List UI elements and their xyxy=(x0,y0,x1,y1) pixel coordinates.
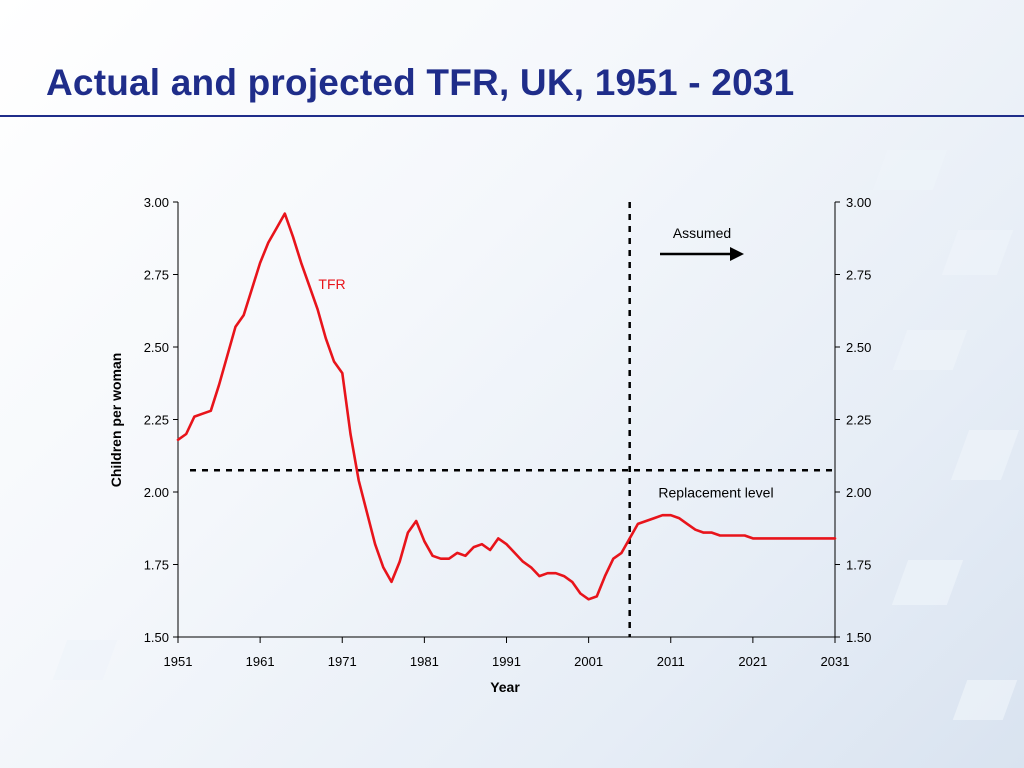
y-tick-label-right: 2.50 xyxy=(846,340,871,355)
assumed-arrow-head xyxy=(730,247,744,261)
chart-series xyxy=(176,212,837,601)
y-tick-label-left: 2.50 xyxy=(144,340,169,355)
tfr-series-line xyxy=(176,212,837,601)
y-tick-label-left: 2.75 xyxy=(144,268,169,283)
x-tick-label: 2021 xyxy=(738,654,767,669)
slide-title: Actual and projected TFR, UK, 1951 - 203… xyxy=(46,62,795,103)
x-tick-label: 1961 xyxy=(246,654,275,669)
x-tick-label: 2011 xyxy=(657,654,685,669)
title-rule xyxy=(0,115,1024,117)
y-tick-label-right: 2.75 xyxy=(846,268,871,283)
y-tick-label-left: 1.75 xyxy=(144,558,169,573)
x-tick-label: 1981 xyxy=(410,654,439,669)
x-tick-label: 2001 xyxy=(574,654,603,669)
y-tick-label-right: 3.00 xyxy=(846,195,871,210)
y-axis-label: Children per woman xyxy=(108,353,124,488)
y-tick-label-right: 1.50 xyxy=(846,630,871,645)
x-tick-label: 1971 xyxy=(328,654,357,669)
y-tick-label-left: 2.25 xyxy=(144,413,169,428)
y-tick-label-right: 1.75 xyxy=(846,558,871,573)
y-tick-label-left: 2.00 xyxy=(144,485,169,500)
x-tick-label: 2031 xyxy=(821,654,850,669)
x-tick-label: 1951 xyxy=(164,654,193,669)
y-tick-label-left: 1.50 xyxy=(144,630,169,645)
replacement-level-label: Replacement level xyxy=(658,484,773,500)
chart-annotations: TFR Assumed xyxy=(318,225,744,292)
assumed-label: Assumed xyxy=(673,225,731,241)
y-tick-label-left: 3.00 xyxy=(144,195,169,210)
reference-lines: Replacement level xyxy=(190,202,835,637)
x-tick-label: 1991 xyxy=(492,654,521,669)
chart-axes: 1.50 1.50 1.75 1.75 2.00 2.00 2.25 2.25 2.50 2.50… xyxy=(144,195,872,669)
x-axis-label: Year xyxy=(490,679,520,695)
y-tick-label-right: 2.00 xyxy=(846,485,871,500)
tfr-series-label: TFR xyxy=(318,276,345,292)
y-tick-label-right: 2.25 xyxy=(846,413,871,428)
